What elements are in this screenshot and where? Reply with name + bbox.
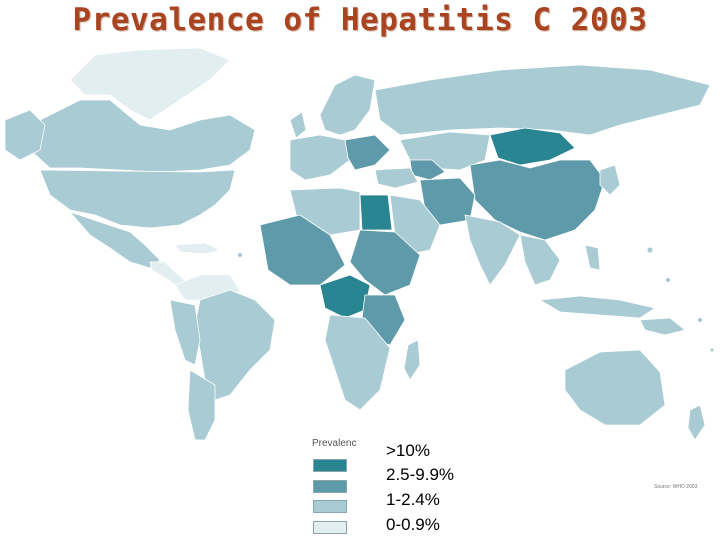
region-india [464, 214, 521, 286]
region-sudan-horn [349, 229, 421, 296]
region-pacific-island [237, 252, 243, 258]
region-alaska [4, 109, 46, 161]
region-china [469, 159, 606, 241]
legend-label-very-high: >10% [386, 441, 430, 460]
region-philippines [584, 244, 601, 271]
region-west-africa [259, 214, 346, 286]
region-australia [564, 349, 666, 426]
legend-label-low: 0-0.9% [386, 515, 440, 534]
legend-swatch-high [313, 480, 347, 493]
region-scandinavia [319, 74, 376, 136]
legend-label-moderate: 1-2.4% [386, 490, 440, 509]
region-greenland [69, 47, 231, 121]
region-indonesia [539, 295, 656, 319]
region-caribbean [174, 242, 221, 255]
world-map [4, 47, 715, 440]
region-southern-africa [324, 314, 391, 411]
region-western-europe [289, 134, 351, 181]
region-pacific-island [646, 246, 654, 254]
region-russia [374, 64, 711, 136]
legend-swatch-very-high [313, 459, 347, 472]
region-turkey [374, 167, 419, 189]
region-southern-cone [187, 369, 216, 440]
region-andes [169, 299, 201, 366]
region-eastern-europe [344, 134, 391, 171]
region-papua [639, 317, 686, 336]
legend-swatch-low [313, 521, 347, 534]
region-canada [29, 99, 256, 173]
legend-swatch-moderate [313, 500, 347, 513]
region-mainland-se-asia [519, 234, 561, 286]
region-korea-japan [599, 164, 621, 196]
region-new-zealand [687, 404, 706, 440]
map-title: Prevalence of Hepatitis C 2003 [72, 2, 648, 38]
region-egypt [359, 194, 393, 231]
region-uk [289, 111, 307, 139]
region-pacific-island [697, 317, 703, 323]
region-pacific-island [709, 347, 715, 353]
region-madagascar [403, 339, 421, 381]
source-note: Source: WHO 2003 [654, 484, 698, 490]
region-usa [39, 169, 236, 229]
legend-label-high: 2.5-9.9% [386, 465, 455, 484]
region-mongolia [489, 127, 576, 166]
legend-title: Prevalenc [312, 438, 357, 449]
region-pacific-island [665, 277, 671, 283]
